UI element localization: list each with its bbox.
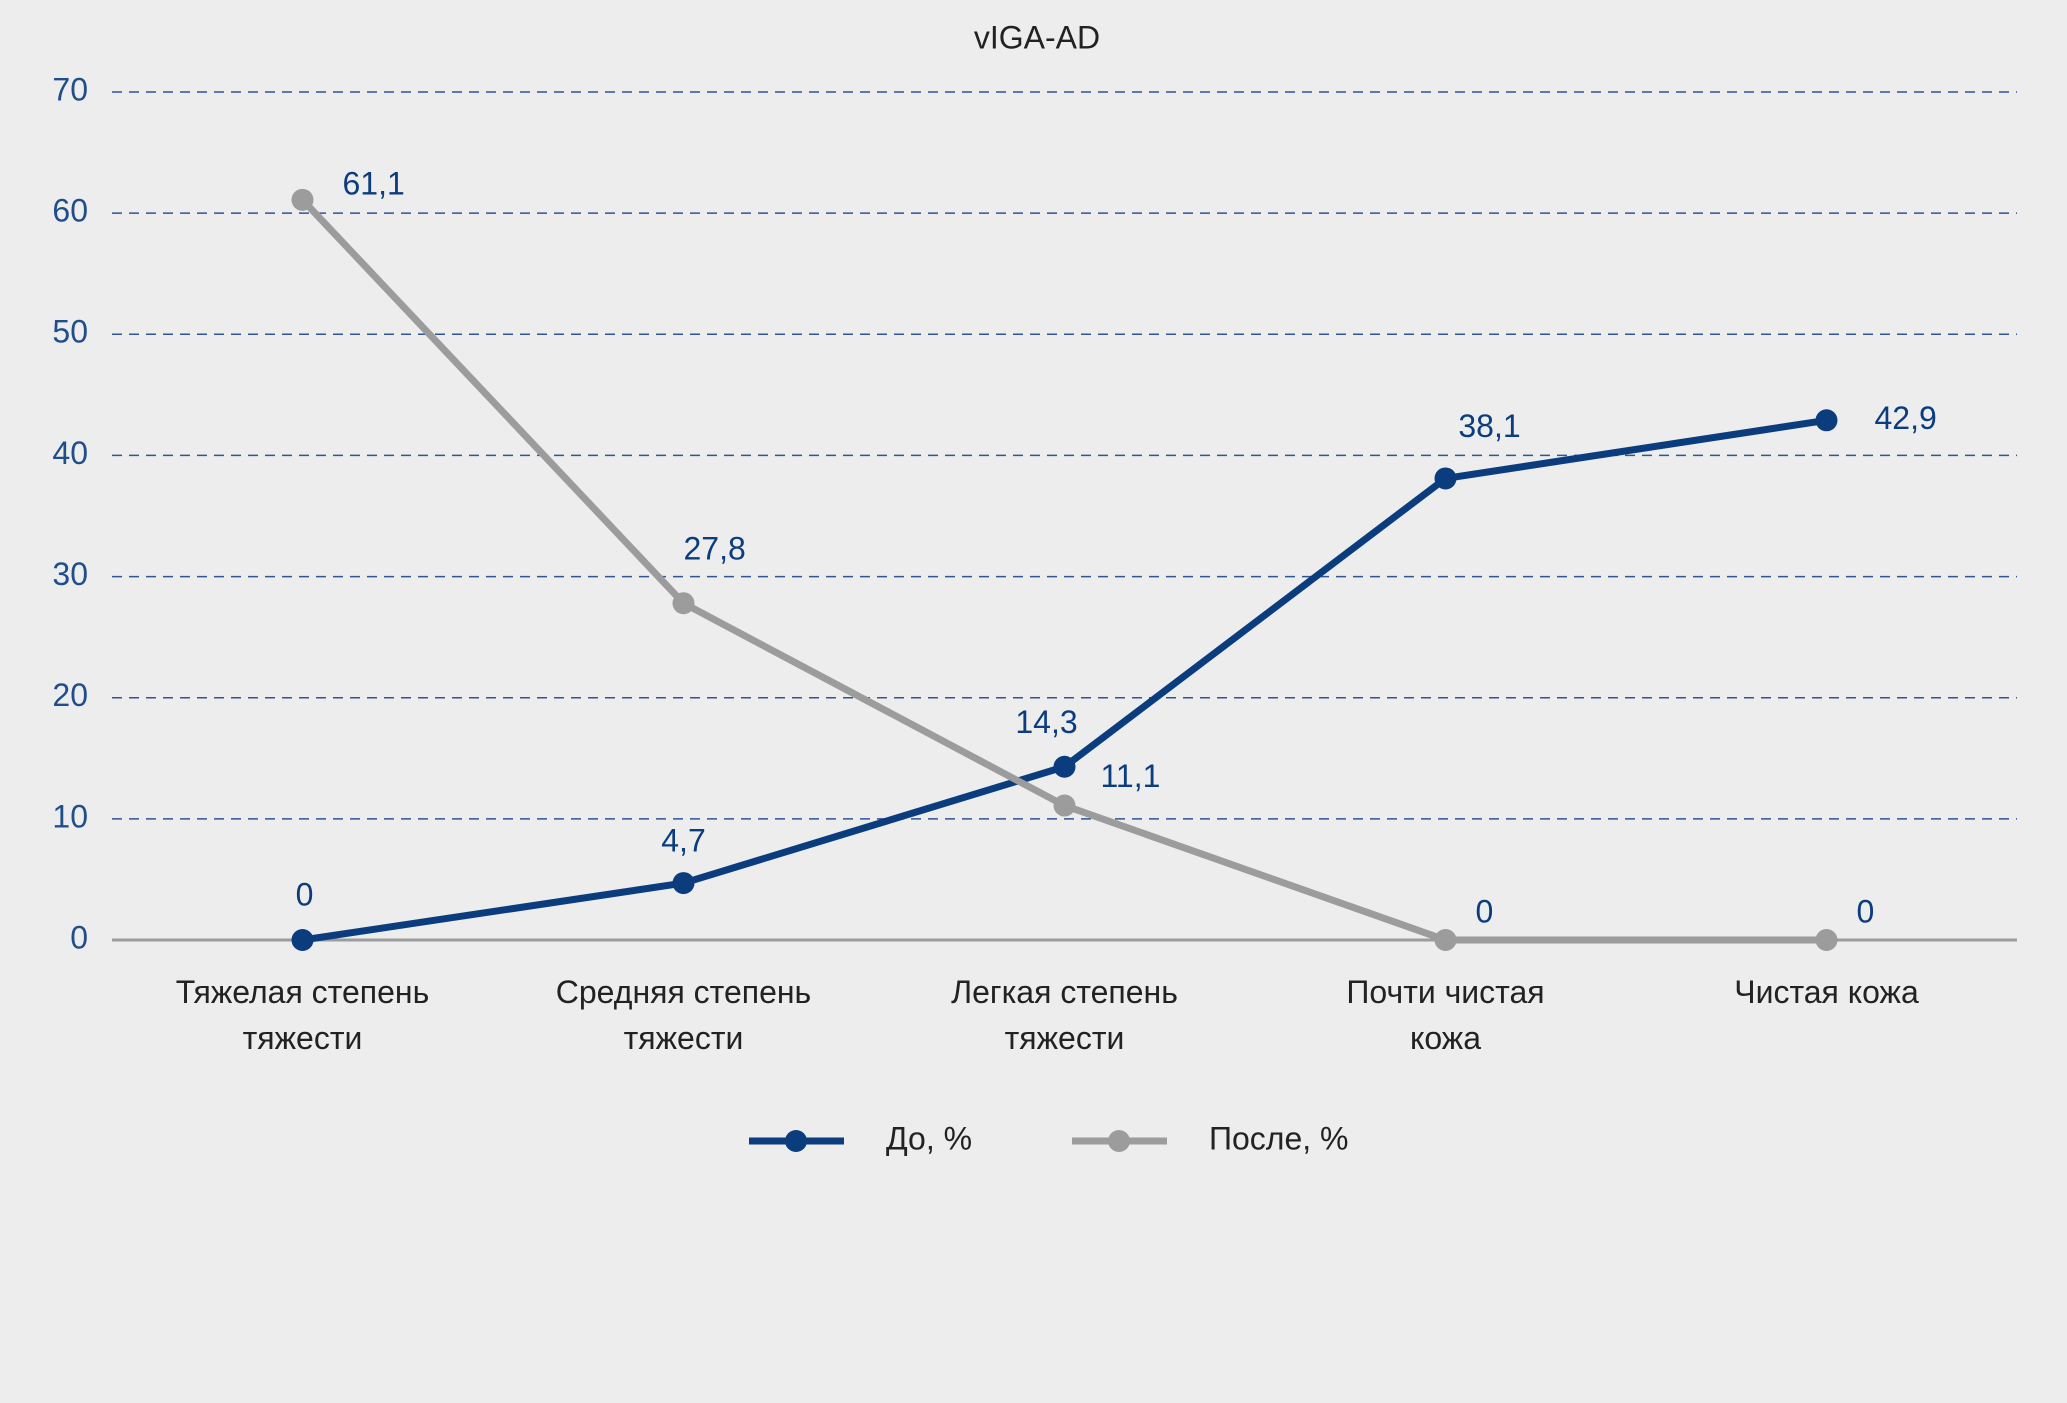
value-label: 0 xyxy=(1857,893,1875,929)
legend-marker xyxy=(785,1130,807,1152)
point xyxy=(1815,409,1838,432)
legend-marker xyxy=(1108,1130,1130,1152)
x-tick-label: Средняя степень тяжести xyxy=(556,974,811,1056)
y-tick-label: 60 xyxy=(52,193,88,229)
value-label: 38,1 xyxy=(1458,408,1520,444)
x-tick-label: Тяжелая степень тяжести xyxy=(176,974,429,1056)
y-tick-label: 10 xyxy=(52,798,88,834)
y-tick-label: 0 xyxy=(70,919,88,955)
value-label: 42,9 xyxy=(1875,400,1937,436)
chart-title: vIGA-AD xyxy=(974,19,1100,55)
value-label: 0 xyxy=(1476,893,1494,929)
point xyxy=(672,592,695,615)
point xyxy=(672,872,695,895)
y-tick-label: 30 xyxy=(52,556,88,592)
value-label: 11,1 xyxy=(1101,758,1161,794)
value-label: 0 xyxy=(296,876,314,912)
y-tick-label: 20 xyxy=(52,677,88,713)
y-tick-label: 50 xyxy=(52,314,88,350)
y-tick-label: 70 xyxy=(52,71,88,107)
legend-label: После, % xyxy=(1209,1120,1349,1156)
x-tick-label: Легкая степень тяжести xyxy=(951,974,1178,1056)
point xyxy=(1053,794,1076,817)
value-label: 14,3 xyxy=(1015,704,1077,740)
y-tick-label: 40 xyxy=(52,435,88,471)
value-label: 27,8 xyxy=(684,531,746,567)
point xyxy=(291,929,314,951)
legend-label: До, % xyxy=(886,1120,972,1156)
value-label: 61,1 xyxy=(343,165,405,201)
value-label: 4,7 xyxy=(661,823,705,859)
point xyxy=(1815,929,1838,951)
point xyxy=(1434,929,1457,951)
point xyxy=(1434,467,1457,490)
point xyxy=(1053,755,1076,778)
x-tick-label: Почти чистая кожа xyxy=(1346,974,1544,1056)
x-tick-label: Чистая кожа xyxy=(1734,974,1919,1010)
point xyxy=(291,188,314,211)
